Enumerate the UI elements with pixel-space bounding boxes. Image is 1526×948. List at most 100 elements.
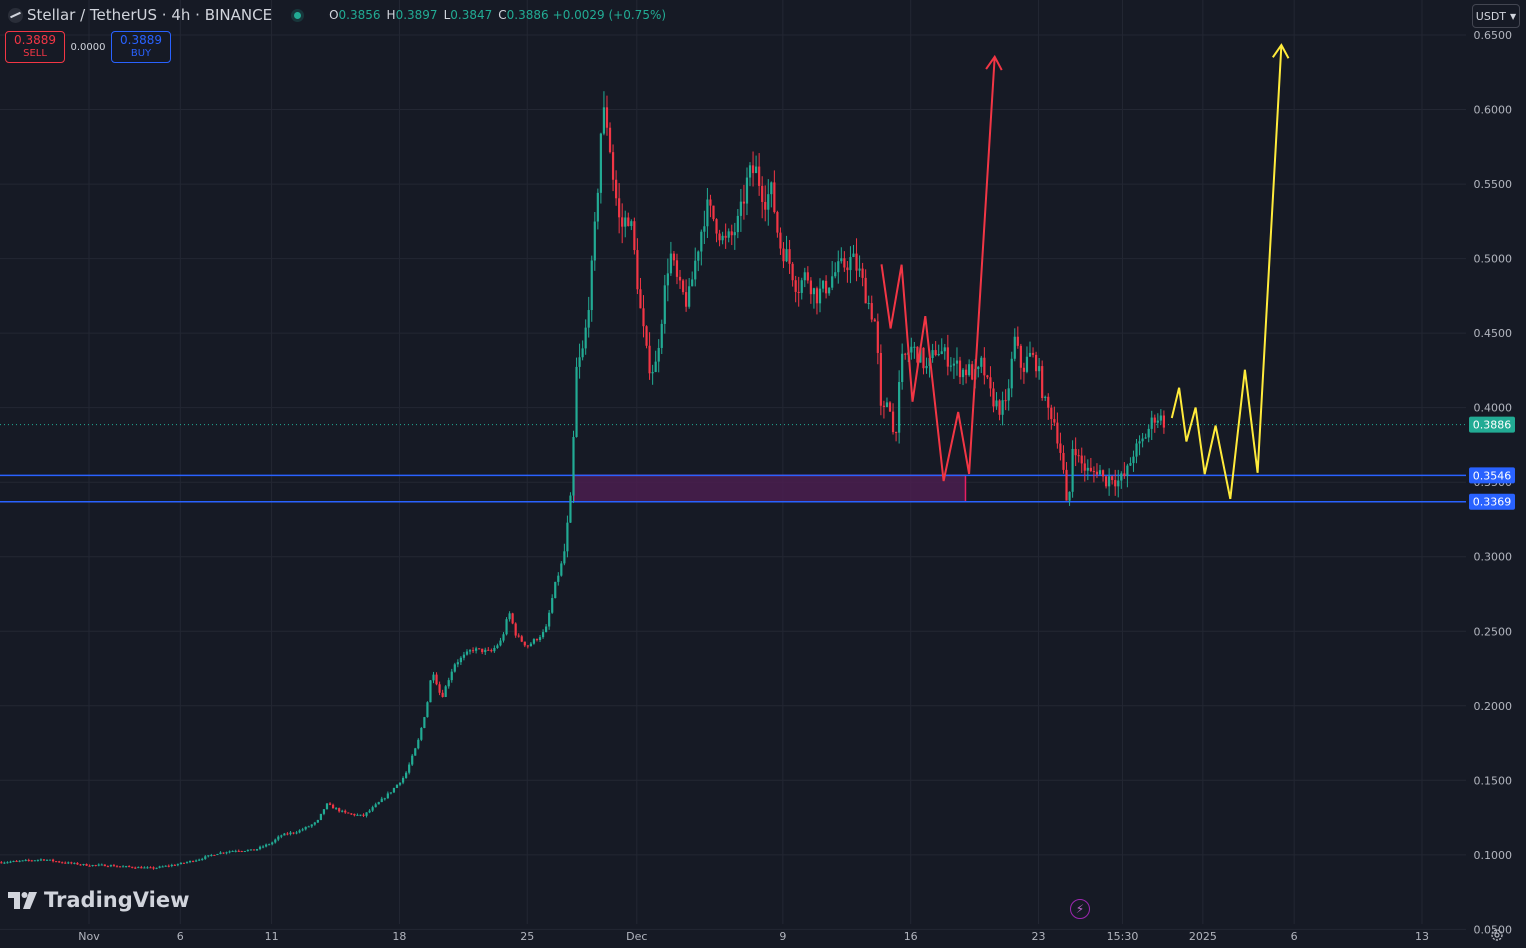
candle-body	[1016, 336, 1019, 346]
candle-body	[751, 165, 755, 174]
candle-body	[121, 866, 125, 868]
candle-body	[867, 303, 870, 305]
candle-body	[712, 205, 715, 220]
candle-body	[182, 862, 186, 864]
currency-selector[interactable]: USDT ▼	[1472, 4, 1520, 28]
candle-body	[791, 263, 794, 281]
candle-body	[191, 860, 195, 862]
candle-body	[61, 862, 64, 864]
candle-body	[992, 388, 995, 407]
candle-body	[855, 253, 858, 271]
candle-body	[76, 862, 79, 865]
candle-body	[630, 221, 633, 227]
candle-body	[1074, 448, 1077, 456]
candle-body	[411, 755, 414, 765]
y-tick-label: 0.6000	[1474, 104, 1513, 117]
candle-body	[268, 844, 271, 846]
candle-body	[541, 632, 545, 638]
candle-body	[587, 310, 590, 328]
buy-button[interactable]: 0.3889 BUY	[111, 31, 171, 63]
candle-body	[989, 377, 992, 389]
high-label: H	[386, 8, 396, 22]
sell-button[interactable]: 0.3889 SELL	[5, 31, 65, 63]
candle-body	[280, 835, 283, 837]
candle-body	[995, 400, 998, 407]
candle-body	[754, 166, 758, 174]
candle-body	[1047, 396, 1050, 408]
candle-body	[599, 133, 602, 193]
candle-body	[770, 182, 773, 195]
support-zone-layer	[573, 474, 967, 503]
candle-body	[389, 792, 392, 794]
candle-body	[666, 273, 669, 286]
candle-body	[1059, 443, 1062, 453]
candle-body	[453, 664, 456, 672]
candle-body	[1028, 352, 1032, 357]
candle-body	[496, 645, 499, 648]
candle-body	[727, 231, 730, 238]
candle-body	[639, 289, 642, 309]
candle-body	[980, 357, 983, 367]
candle-body	[864, 277, 867, 304]
candle-body	[115, 866, 119, 868]
candle-body	[913, 346, 916, 348]
candle-body	[237, 850, 240, 852]
candle-body	[636, 250, 639, 290]
candle-body	[955, 360, 959, 364]
candle-body	[252, 849, 256, 851]
candle-body	[1010, 358, 1013, 389]
gear-icon[interactable]	[1490, 928, 1504, 942]
candle-body	[986, 375, 989, 378]
candle-body	[700, 231, 703, 252]
symbol-title[interactable]: Stellar / TetherUS · 4h · BINANCE	[27, 6, 273, 24]
market-open-indicator-icon	[294, 11, 302, 19]
candle-body	[879, 352, 882, 406]
candle-body	[1153, 417, 1156, 423]
candle-body	[797, 291, 800, 293]
candle-body	[526, 645, 529, 647]
candle-body	[861, 268, 864, 278]
candle-body	[240, 851, 243, 853]
candle-body	[33, 860, 36, 862]
candle-body	[545, 626, 548, 633]
yellow-projection-path	[1170, 44, 1283, 500]
tradingview-logo[interactable]: TradingView	[8, 888, 189, 912]
lightning-icon[interactable]: ⚡	[1070, 899, 1090, 919]
candle-body	[231, 850, 234, 852]
candle-body	[198, 859, 201, 861]
candle-body	[551, 598, 554, 613]
candle-body	[794, 280, 797, 292]
candle-body	[441, 692, 444, 697]
candle-body	[222, 852, 225, 854]
candle-body	[58, 861, 61, 863]
candle-body	[185, 862, 189, 864]
candle-body	[681, 280, 685, 293]
x-tick-label: Nov	[78, 930, 100, 943]
candle-body	[870, 303, 873, 320]
candle-body	[694, 260, 697, 280]
price-axis-badges: 0.3886 0.3546 0.3369	[1469, 416, 1515, 510]
candle-body	[618, 198, 621, 218]
candle-body	[167, 865, 170, 867]
candle-body	[748, 165, 752, 178]
candle-body	[6, 862, 9, 864]
candle-body	[255, 849, 259, 851]
candle-body	[675, 260, 679, 277]
candle-body	[1083, 463, 1086, 471]
candle-body	[724, 235, 727, 238]
candle-body	[739, 201, 742, 216]
candle-body	[82, 864, 85, 866]
candle-body	[216, 854, 219, 856]
candle-body	[143, 867, 146, 869]
candle-body	[146, 867, 149, 869]
candle-body	[155, 867, 158, 869]
candle-body	[1129, 463, 1132, 466]
candle-body	[901, 353, 904, 383]
y-tick-label: 0.1500	[1474, 774, 1513, 787]
candle-body	[377, 802, 380, 805]
candle-body	[204, 856, 207, 859]
candle-body	[745, 177, 749, 204]
low-value: 0.3847	[450, 8, 493, 22]
candle-body	[548, 612, 551, 627]
